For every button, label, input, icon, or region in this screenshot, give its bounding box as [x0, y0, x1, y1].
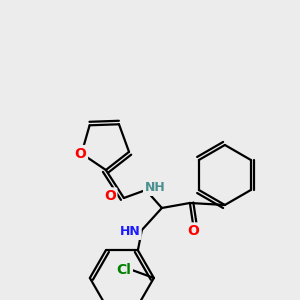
- Text: O: O: [75, 147, 86, 160]
- Text: NH: NH: [145, 182, 165, 194]
- Text: HN: HN: [119, 226, 140, 238]
- Text: O: O: [104, 189, 116, 203]
- Text: Cl: Cl: [116, 263, 131, 277]
- Text: O: O: [187, 224, 199, 238]
